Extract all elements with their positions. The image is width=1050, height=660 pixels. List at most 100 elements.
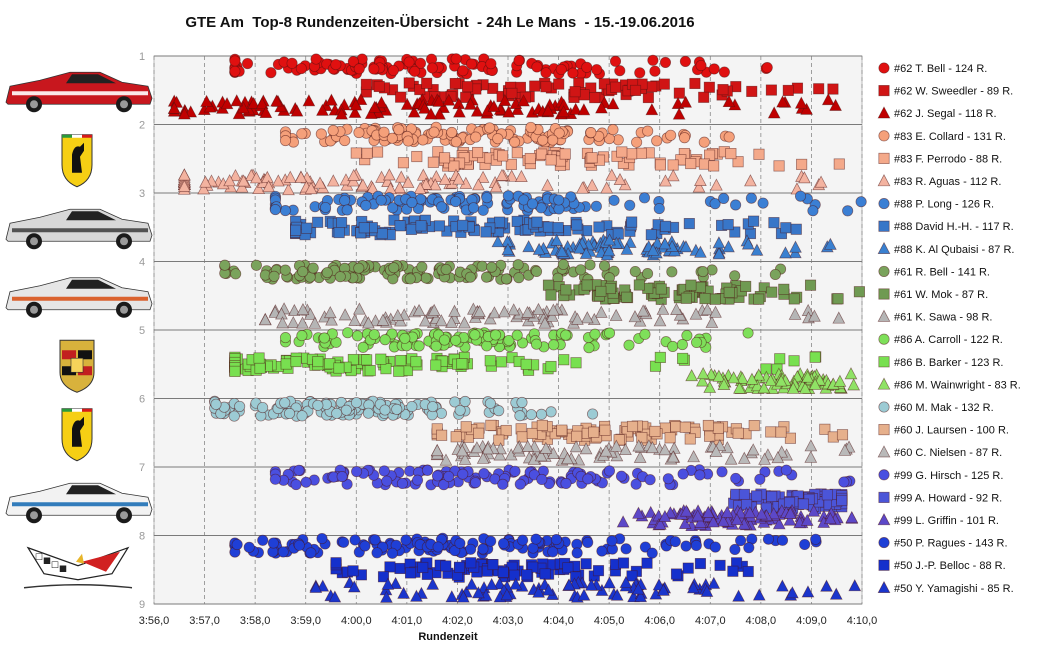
data-point bbox=[820, 579, 833, 592]
data-point bbox=[723, 131, 735, 143]
legend-marker bbox=[878, 85, 890, 97]
data-point bbox=[832, 293, 844, 305]
data-point bbox=[228, 410, 240, 422]
data-point bbox=[456, 358, 468, 370]
data-point bbox=[620, 242, 634, 255]
data-point bbox=[616, 515, 630, 528]
data-point bbox=[580, 311, 594, 324]
data-point bbox=[553, 194, 565, 206]
data-point bbox=[539, 441, 553, 454]
data-point bbox=[177, 168, 191, 181]
data-point bbox=[502, 105, 516, 118]
data-point bbox=[283, 407, 296, 419]
data-point bbox=[296, 128, 308, 140]
series-6 bbox=[177, 168, 828, 196]
data-point bbox=[685, 157, 697, 170]
data-point bbox=[525, 409, 537, 421]
data-point bbox=[685, 369, 699, 382]
data-point bbox=[312, 355, 324, 368]
data-point bbox=[394, 220, 406, 232]
data-point bbox=[729, 226, 741, 238]
data-point bbox=[426, 577, 440, 590]
data-point bbox=[646, 547, 658, 559]
data-point bbox=[522, 239, 536, 253]
data-point bbox=[691, 509, 705, 522]
data-point bbox=[464, 271, 476, 283]
data-point bbox=[406, 196, 418, 208]
data-point bbox=[450, 53, 462, 65]
y-tick-label: 6 bbox=[139, 394, 145, 406]
data-point bbox=[636, 304, 650, 317]
data-point bbox=[465, 58, 478, 70]
x-axis-label: Rundenzeit bbox=[418, 631, 478, 643]
data-point bbox=[653, 314, 667, 327]
data-point bbox=[738, 488, 750, 500]
data-point bbox=[752, 368, 766, 381]
data-point bbox=[545, 154, 557, 166]
data-point bbox=[223, 174, 237, 187]
data-point bbox=[727, 565, 739, 577]
data-point bbox=[658, 443, 672, 456]
data-point bbox=[517, 337, 529, 349]
data-point bbox=[379, 334, 391, 346]
x-tick-label: 4:09,0 bbox=[796, 615, 827, 627]
data-point bbox=[836, 429, 849, 441]
data-point bbox=[348, 313, 362, 326]
data-point bbox=[210, 398, 222, 410]
data-point bbox=[395, 91, 407, 103]
data-point bbox=[265, 67, 277, 79]
data-point bbox=[581, 279, 593, 291]
data-point bbox=[535, 408, 548, 420]
data-point bbox=[794, 96, 808, 109]
data-point bbox=[430, 359, 442, 371]
data-point bbox=[585, 178, 599, 191]
data-point bbox=[679, 421, 691, 433]
data-point bbox=[394, 562, 406, 575]
data-point bbox=[540, 67, 552, 79]
data-point bbox=[732, 156, 744, 168]
data-point bbox=[635, 147, 647, 159]
data-point bbox=[255, 97, 269, 110]
data-point bbox=[608, 194, 620, 206]
data-point bbox=[557, 105, 570, 118]
data-point bbox=[305, 547, 317, 559]
data-point bbox=[234, 400, 246, 412]
data-point bbox=[567, 67, 579, 79]
data-point bbox=[626, 420, 639, 433]
data-point bbox=[797, 498, 809, 510]
data-point bbox=[709, 198, 721, 210]
data-point bbox=[764, 373, 777, 387]
data-point bbox=[432, 541, 444, 553]
data-point bbox=[459, 395, 471, 408]
data-point bbox=[585, 127, 597, 139]
data-point bbox=[642, 91, 654, 104]
data-point bbox=[703, 380, 717, 393]
data-point bbox=[555, 244, 569, 257]
data-point bbox=[435, 407, 448, 419]
data-point bbox=[294, 170, 308, 183]
data-point bbox=[694, 515, 707, 528]
data-point bbox=[686, 581, 700, 594]
data-point bbox=[393, 124, 405, 136]
data-point bbox=[452, 172, 465, 185]
data-point bbox=[199, 175, 212, 188]
data-point bbox=[800, 513, 814, 526]
data-point bbox=[710, 178, 723, 191]
ferrari-shield-logo bbox=[61, 134, 93, 188]
data-point bbox=[752, 588, 766, 601]
data-point bbox=[659, 174, 672, 187]
data-point bbox=[619, 575, 633, 589]
data-point bbox=[761, 62, 773, 74]
legend-marker bbox=[878, 288, 890, 300]
data-point bbox=[353, 126, 365, 139]
data-point bbox=[694, 558, 706, 570]
data-point bbox=[587, 408, 599, 420]
data-point bbox=[448, 160, 460, 172]
data-point bbox=[250, 259, 262, 271]
data-point bbox=[521, 569, 533, 581]
data-point bbox=[197, 182, 211, 195]
data-point bbox=[511, 102, 524, 116]
data-point bbox=[349, 98, 363, 111]
data-point bbox=[657, 583, 670, 596]
data-point bbox=[807, 504, 821, 517]
